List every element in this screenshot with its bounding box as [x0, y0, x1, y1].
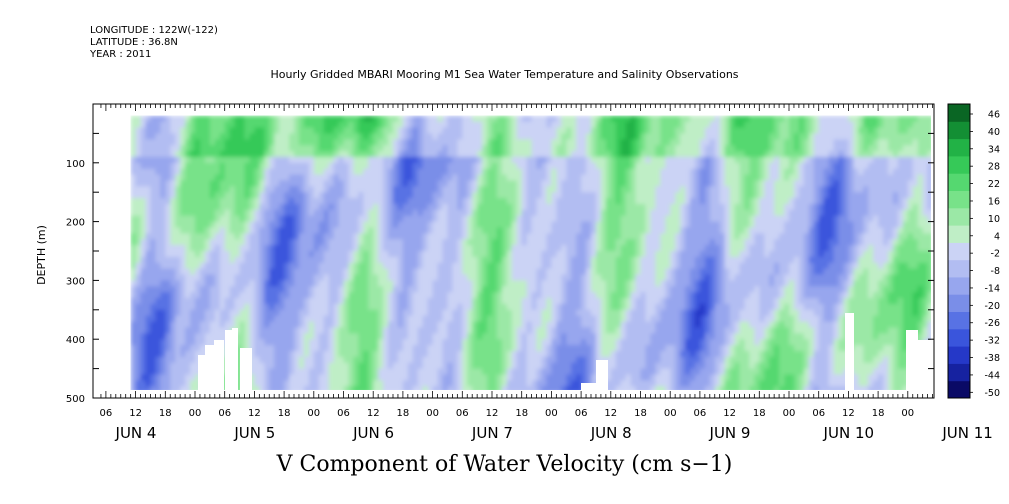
x-tick-label: 18	[278, 408, 291, 419]
colorbar-swatch	[948, 328, 970, 347]
colorbar-swatch	[948, 121, 970, 140]
colorbar-swatch	[948, 207, 970, 226]
colorbar-swatch	[948, 294, 970, 312]
colorbar-label: 22	[988, 179, 1000, 190]
x-tick-label: 12	[604, 408, 617, 419]
x-tick-label: 00	[901, 408, 914, 419]
x-axis-label: V Component of Water Velocity (cm s−1)	[276, 452, 733, 477]
y-tick-label: 200	[66, 218, 85, 229]
x-day-label: JUN 10	[823, 424, 874, 442]
x-tick-label: 06	[337, 408, 350, 419]
colorbar-label: 4	[994, 231, 1000, 242]
y-axis-label: DEPTH (m)	[35, 225, 48, 285]
colorbar-swatch	[948, 190, 970, 209]
x-tick-label: 00	[307, 408, 320, 419]
y-tick-label: 100	[66, 159, 85, 170]
x-tick-label: 06	[100, 408, 113, 419]
colorbar-swatch	[948, 173, 970, 191]
colorbar-label: 46	[988, 110, 1000, 121]
colorbar-label: 40	[988, 127, 1000, 138]
x-tick-label: 06	[575, 408, 588, 419]
colorbar-label: 16	[988, 196, 1000, 207]
x-tick-label: 12	[723, 408, 736, 419]
x-tick-label: 18	[159, 408, 172, 419]
x-day-label: JUN 5	[233, 424, 275, 442]
colorbar-swatch	[948, 311, 970, 330]
x-tick-label: 06	[456, 408, 469, 419]
x-tick-label: 06	[218, 408, 231, 419]
colorbar-label: -26	[984, 318, 1000, 329]
x-tick-label: 18	[397, 408, 410, 419]
x-tick-label: 06	[694, 408, 707, 419]
x-tick-label: 18	[872, 408, 885, 419]
colorbar-swatch	[948, 242, 970, 261]
x-day-label: JUN 9	[709, 424, 751, 442]
x-tick-label: 12	[129, 408, 142, 419]
x-tick-label: 12	[367, 408, 380, 419]
colorbar-swatch	[948, 363, 970, 382]
colorbar-swatch	[948, 380, 970, 399]
colorbar-label: -20	[984, 301, 1000, 312]
axes: 100 200 300 400 500 06 12 18 00 06 12 18 00 06 12 18 00 0…	[66, 104, 993, 442]
colorbar-label: 10	[988, 214, 1000, 225]
x-tick-label: 12	[248, 408, 261, 419]
colorbar-label: 34	[988, 144, 1000, 155]
colorbar-label: -38	[984, 353, 1000, 364]
colorbar: 46 40 34 28 22 16 10 4 -2 -8 -14 -20 -26 -32 -38 -44 -50	[947, 103, 1000, 399]
latitude-label: LATITUDE : 36.8N	[90, 37, 178, 48]
chart-title: Hourly Gridded MBARI Mooring M1 Sea Wate…	[270, 68, 739, 81]
longitude-label: LONGITUDE : 122W(-122)	[90, 25, 218, 36]
x-tick-label: 18	[634, 408, 647, 419]
x-tick-label: 00	[426, 408, 439, 419]
y-tick-label: 300	[66, 276, 85, 287]
x-day-label: JUN 6	[352, 424, 394, 442]
x-tick-label: 18	[753, 408, 766, 419]
x-tick-label: 00	[189, 408, 202, 419]
colorbar-label: -32	[984, 336, 1000, 347]
colorbar-label: -2	[991, 249, 1000, 260]
y-tick-label: 400	[66, 335, 85, 346]
colorbar-swatch	[948, 276, 970, 295]
colorbar-swatch	[948, 225, 970, 243]
x-tick-label: 12	[486, 408, 499, 419]
colorbar-swatch	[948, 138, 970, 157]
x-tick-label: 06	[812, 408, 825, 419]
colorbar-label: -44	[984, 370, 1000, 381]
x-tick-label: 00	[545, 408, 558, 419]
x-day-label: JUN 8	[590, 424, 632, 442]
colorbar-label: -8	[991, 266, 1000, 277]
y-tick-label: 500	[66, 394, 85, 405]
x-tick-label: 00	[664, 408, 677, 419]
colorbar-label: -14	[984, 283, 1000, 294]
year-label: YEAR : 2011	[90, 49, 152, 60]
colorbar-label: 28	[988, 162, 1000, 173]
x-tick-label: 18	[515, 408, 528, 419]
x-day-label: JUN 11	[941, 424, 992, 442]
colorbar-swatch	[948, 346, 970, 364]
colorbar-swatch	[948, 104, 970, 122]
x-tick-label: 12	[842, 408, 855, 419]
colorbar-label: -50	[984, 388, 1000, 399]
colorbar-swatch	[948, 259, 970, 278]
x-day-label: JUN 7	[471, 424, 513, 442]
heatmap-field	[93, 104, 934, 398]
x-tick-label: 00	[783, 408, 796, 419]
x-day-label: JUN 4	[115, 424, 157, 442]
colorbar-swatch	[948, 155, 970, 174]
